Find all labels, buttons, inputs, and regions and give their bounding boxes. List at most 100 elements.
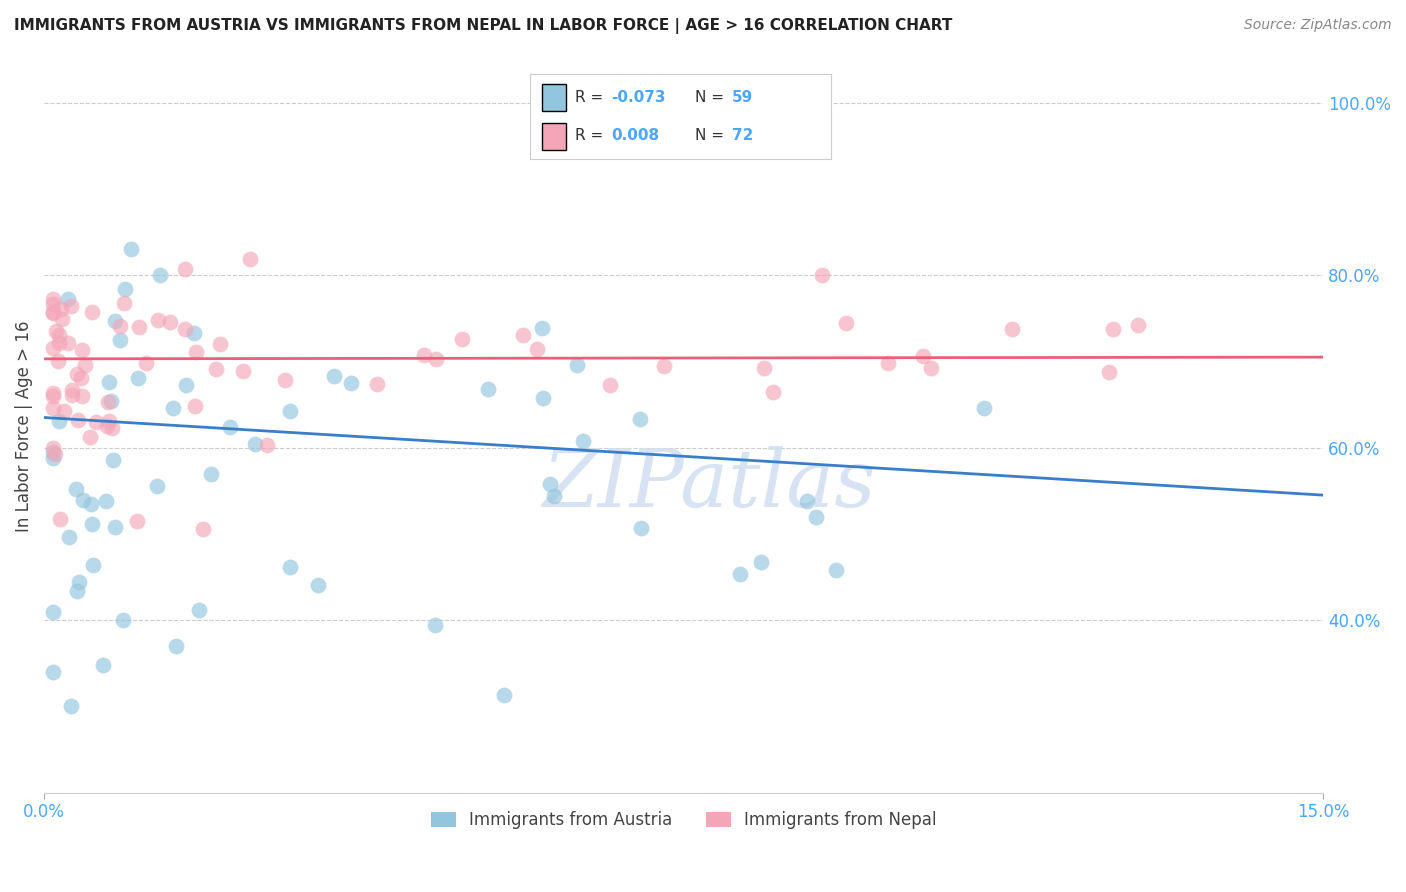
Point [652,359,675,374]
Point [41,441,63,455]
Point [512,327,534,342]
Point [184,344,207,359]
Point [804,510,827,524]
Point [41,445,63,459]
Point [193,522,215,536]
Point [1001,322,1024,336]
Point [425,352,447,367]
Point [60,388,83,402]
Point [135,356,157,370]
Point [1126,318,1149,332]
Point [188,603,211,617]
Text: IMMIGRANTS FROM AUSTRIA VS IMMIGRANTS FROM NEPAL IN LABOR FORCE | AGE > 16 CORRE: IMMIGRANTS FROM AUSTRIA VS IMMIGRANTS FR… [14,18,952,34]
Point [41,385,63,400]
Point [48,414,70,428]
Point [66,584,89,599]
Point [728,566,751,581]
Point [100,393,122,408]
Point [60,299,83,313]
Point [165,640,187,654]
Point [274,373,297,387]
Point [492,689,515,703]
Point [41,401,63,415]
Point [41,665,63,680]
Point [824,563,846,577]
Point [533,391,555,405]
Point [128,320,150,334]
Point [754,360,776,375]
Point [41,305,63,319]
Point [173,261,195,276]
Point [56,292,79,306]
Point [204,362,226,376]
Point [174,378,197,392]
Point [72,389,94,403]
Point [104,314,127,328]
Point [104,520,127,534]
Point [108,333,131,347]
Point [796,494,818,508]
Point [366,377,388,392]
Point [200,467,222,482]
Point [41,450,63,465]
Point [149,268,172,282]
Point [567,359,589,373]
Point [51,301,73,316]
Point [183,326,205,340]
Point [912,349,935,363]
Point [530,321,553,335]
Point [973,401,995,416]
Point [112,613,135,627]
Point [526,342,548,356]
Point [41,389,63,403]
Text: Source: ZipAtlas.com: Source: ZipAtlas.com [1244,18,1392,32]
Point [98,414,121,428]
Point [762,385,785,400]
Point [412,348,434,362]
Point [114,282,136,296]
Point [572,434,595,449]
Point [51,311,73,326]
Point [120,242,142,256]
Point [159,315,181,329]
Point [44,448,66,462]
Point [70,371,93,385]
Point [65,482,87,496]
Point [599,378,621,392]
Point [41,341,63,355]
Point [146,479,169,493]
Text: ZIPatlas: ZIPatlas [543,446,876,524]
Point [1101,322,1123,336]
Point [101,452,124,467]
Point [538,476,561,491]
Point [41,305,63,319]
Point [307,577,329,591]
Point [127,370,149,384]
Point [278,560,301,574]
Point [162,401,184,416]
Point [239,252,262,267]
Point [630,521,652,535]
Point [278,404,301,418]
Y-axis label: In Labor Force | Age > 16: In Labor Force | Age > 16 [15,320,32,532]
Point [835,316,858,330]
Point [58,529,80,543]
Point [96,418,118,433]
Point [256,438,278,452]
Point [219,419,242,434]
Point [322,368,344,383]
Point [184,400,207,414]
Point [79,430,101,444]
Point [340,376,363,390]
Point [48,327,70,342]
Point [46,354,69,368]
Point [60,383,83,397]
Point [72,343,94,358]
Point [80,517,103,532]
Point [877,356,900,370]
Point [41,297,63,311]
Point [543,489,565,503]
Point [41,293,63,307]
Point [232,364,254,378]
Point [749,555,772,569]
